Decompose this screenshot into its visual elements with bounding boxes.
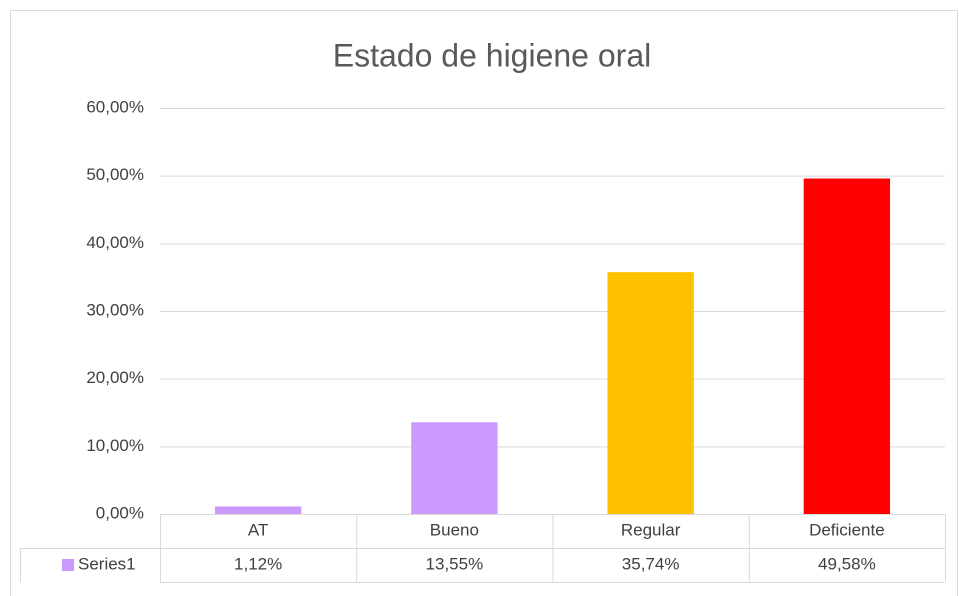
y-tick-label: 20,00%	[86, 368, 144, 387]
y-tick-label: 40,00%	[86, 233, 144, 252]
y-tick-label: 10,00%	[86, 436, 144, 455]
bar	[607, 272, 694, 514]
bar	[214, 506, 302, 514]
data-table-value: 13,55%	[426, 554, 484, 573]
y-tick-label: 50,00%	[86, 165, 144, 184]
legend-key	[62, 559, 74, 571]
y-tick-label: 30,00%	[86, 300, 144, 319]
x-tick-label: AT	[248, 520, 268, 539]
legend-label: Series1	[78, 554, 136, 573]
bar	[803, 178, 891, 514]
x-tick-label: Deficiente	[809, 520, 885, 539]
chart-title: Estado de higiene oral	[333, 37, 651, 73]
x-tick-label: Regular	[621, 520, 681, 539]
data-table-value: 35,74%	[622, 554, 680, 573]
x-tick-label: Bueno	[430, 520, 479, 539]
data-table-value: 49,58%	[818, 554, 876, 573]
bar	[411, 422, 498, 514]
data-table-value: 1,12%	[234, 554, 282, 573]
y-tick-label: 0,00%	[96, 503, 144, 522]
y-tick-label: 60,00%	[86, 97, 144, 116]
